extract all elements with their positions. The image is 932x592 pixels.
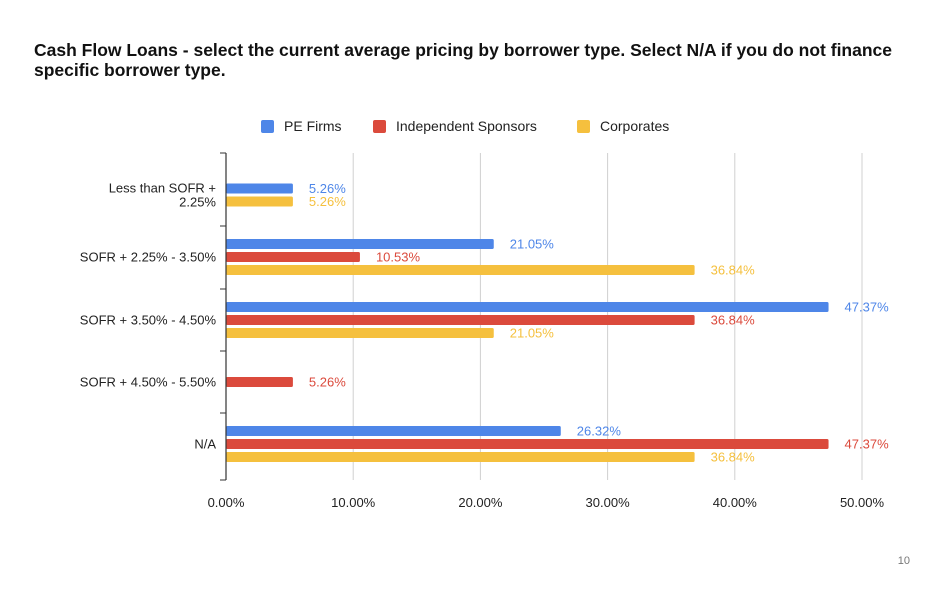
category-label: SOFR + 2.25% - 3.50% <box>80 250 217 265</box>
bar-value-label: 36.84% <box>711 313 756 328</box>
bar <box>226 439 829 449</box>
bar <box>226 452 695 462</box>
bar <box>226 315 695 325</box>
category-label: N/A <box>194 437 216 452</box>
x-tick-label: 50.00% <box>840 495 885 510</box>
bar <box>226 239 494 249</box>
legend-item-corporates: Corporates <box>577 118 669 134</box>
bar-value-label: 5.26% <box>309 194 346 209</box>
bar <box>226 302 829 312</box>
bar <box>226 183 293 194</box>
category-label: 2.25% <box>179 195 216 210</box>
legend-swatch-pe-firms <box>261 119 274 133</box>
bar-value-label: 21.05% <box>510 237 555 252</box>
bar-value-label: 5.26% <box>309 375 346 390</box>
x-tick-label: 20.00% <box>458 495 503 510</box>
legend-label-independent-sponsors: Independent Sponsors <box>396 118 537 134</box>
bar-value-label: 5.26% <box>309 181 346 196</box>
bar <box>226 426 561 436</box>
bar-value-label: 10.53% <box>376 250 421 265</box>
legend-item-pe-firms: PE Firms <box>261 118 342 134</box>
bar-value-label: 36.84% <box>711 450 756 465</box>
legend: PE Firms Independent Sponsors Corporates <box>0 118 932 142</box>
legend-item-independent-sponsors: Independent Sponsors <box>373 118 537 134</box>
category-label: Less than SOFR + <box>109 181 216 196</box>
x-tick-label: 0.00% <box>208 495 245 510</box>
bar <box>226 252 360 262</box>
category-label: SOFR + 3.50% - 4.50% <box>80 313 217 328</box>
bar <box>226 196 293 207</box>
legend-swatch-corporates <box>577 119 590 133</box>
bar-value-label: 47.37% <box>845 300 890 315</box>
x-tick-label: 30.00% <box>586 495 631 510</box>
bar-value-label: 36.84% <box>711 263 756 278</box>
bar-value-label: 21.05% <box>510 326 555 341</box>
page-number: 10 <box>897 555 910 567</box>
bar <box>226 265 695 275</box>
bar <box>226 328 494 338</box>
legend-label-corporates: Corporates <box>600 118 670 134</box>
legend-swatch-independent-sponsors <box>373 119 386 133</box>
chart-title: Cash Flow Loans - select the current ave… <box>34 40 893 80</box>
x-tick-label: 40.00% <box>713 495 758 510</box>
legend-label-pe-firms: PE Firms <box>284 118 342 134</box>
bar <box>226 377 293 387</box>
category-label: SOFR + 4.50% - 5.50% <box>80 375 217 390</box>
bar-value-label: 47.37% <box>845 437 890 452</box>
bar-value-label: 26.32% <box>577 424 622 439</box>
x-tick-label: 10.00% <box>331 495 376 510</box>
